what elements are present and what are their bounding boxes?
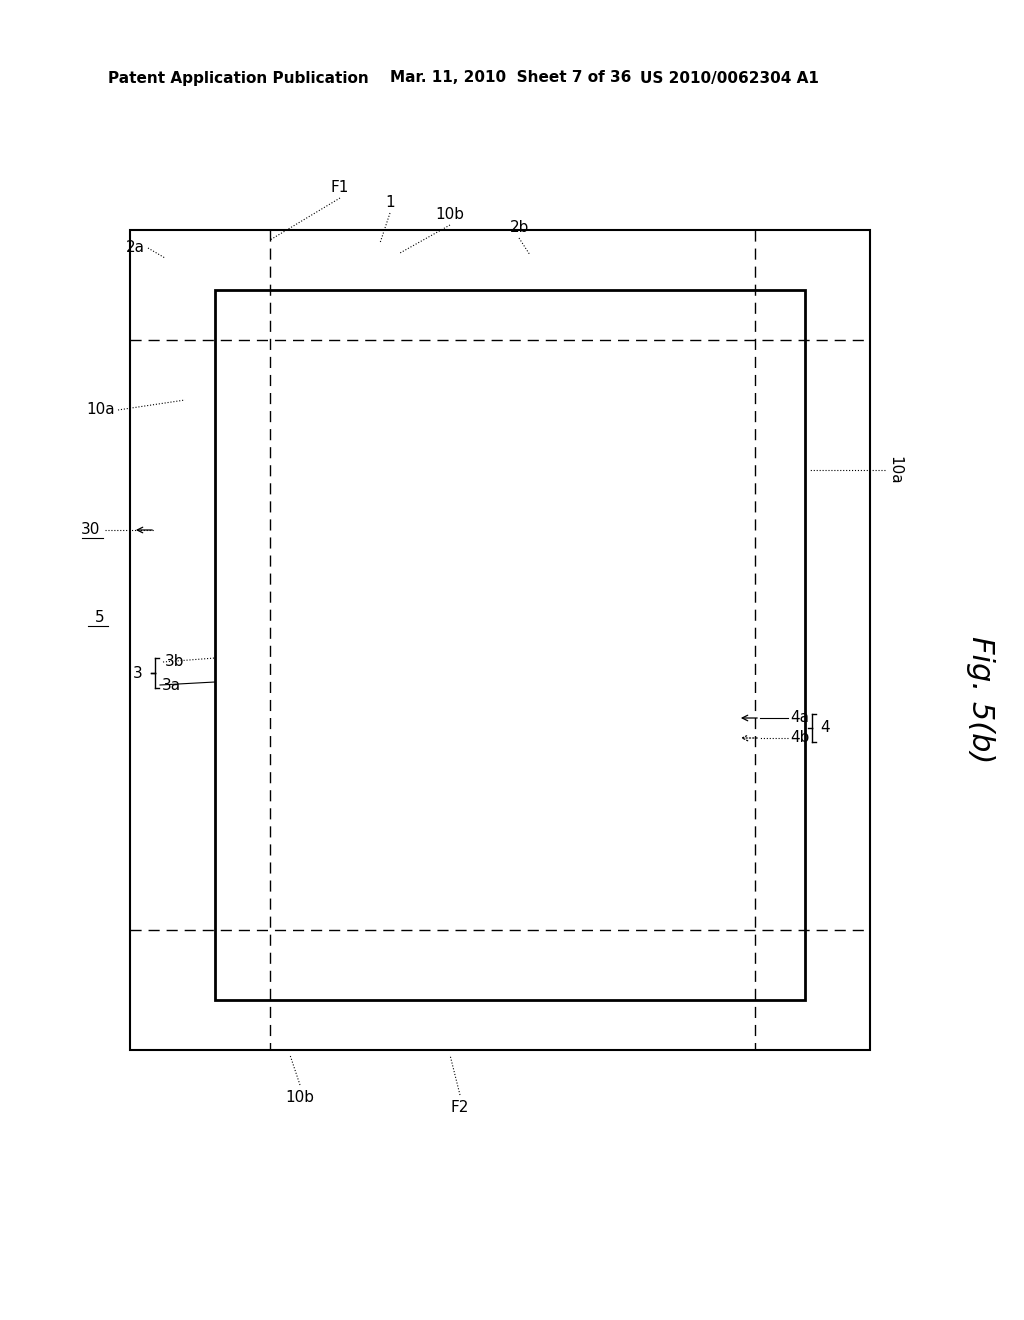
Text: 5: 5 [95, 610, 105, 626]
Text: 4a: 4a [790, 710, 809, 726]
Text: 1: 1 [385, 195, 395, 210]
Text: 2b: 2b [510, 220, 529, 235]
Text: 10a: 10a [888, 455, 902, 484]
Text: F2: F2 [451, 1100, 469, 1115]
Text: Fig. 5(b): Fig. 5(b) [966, 636, 994, 764]
Text: 3: 3 [133, 665, 143, 681]
Text: 3b: 3b [165, 655, 184, 669]
Text: 30: 30 [81, 523, 100, 537]
Text: US 2010/0062304 A1: US 2010/0062304 A1 [640, 70, 819, 86]
Text: 10a: 10a [86, 403, 115, 417]
Text: Patent Application Publication: Patent Application Publication [108, 70, 369, 86]
Text: 4: 4 [820, 721, 829, 735]
Text: 2a: 2a [126, 240, 145, 256]
Bar [215, 290, 805, 1001]
Text: 3a: 3a [162, 677, 181, 693]
Text: 4b: 4b [790, 730, 809, 746]
Text: Mar. 11, 2010  Sheet 7 of 36: Mar. 11, 2010 Sheet 7 of 36 [390, 70, 632, 86]
Bar [130, 230, 870, 1049]
Text: F1: F1 [331, 180, 349, 195]
Text: 10b: 10b [435, 207, 465, 222]
Text: 10b: 10b [286, 1090, 314, 1105]
